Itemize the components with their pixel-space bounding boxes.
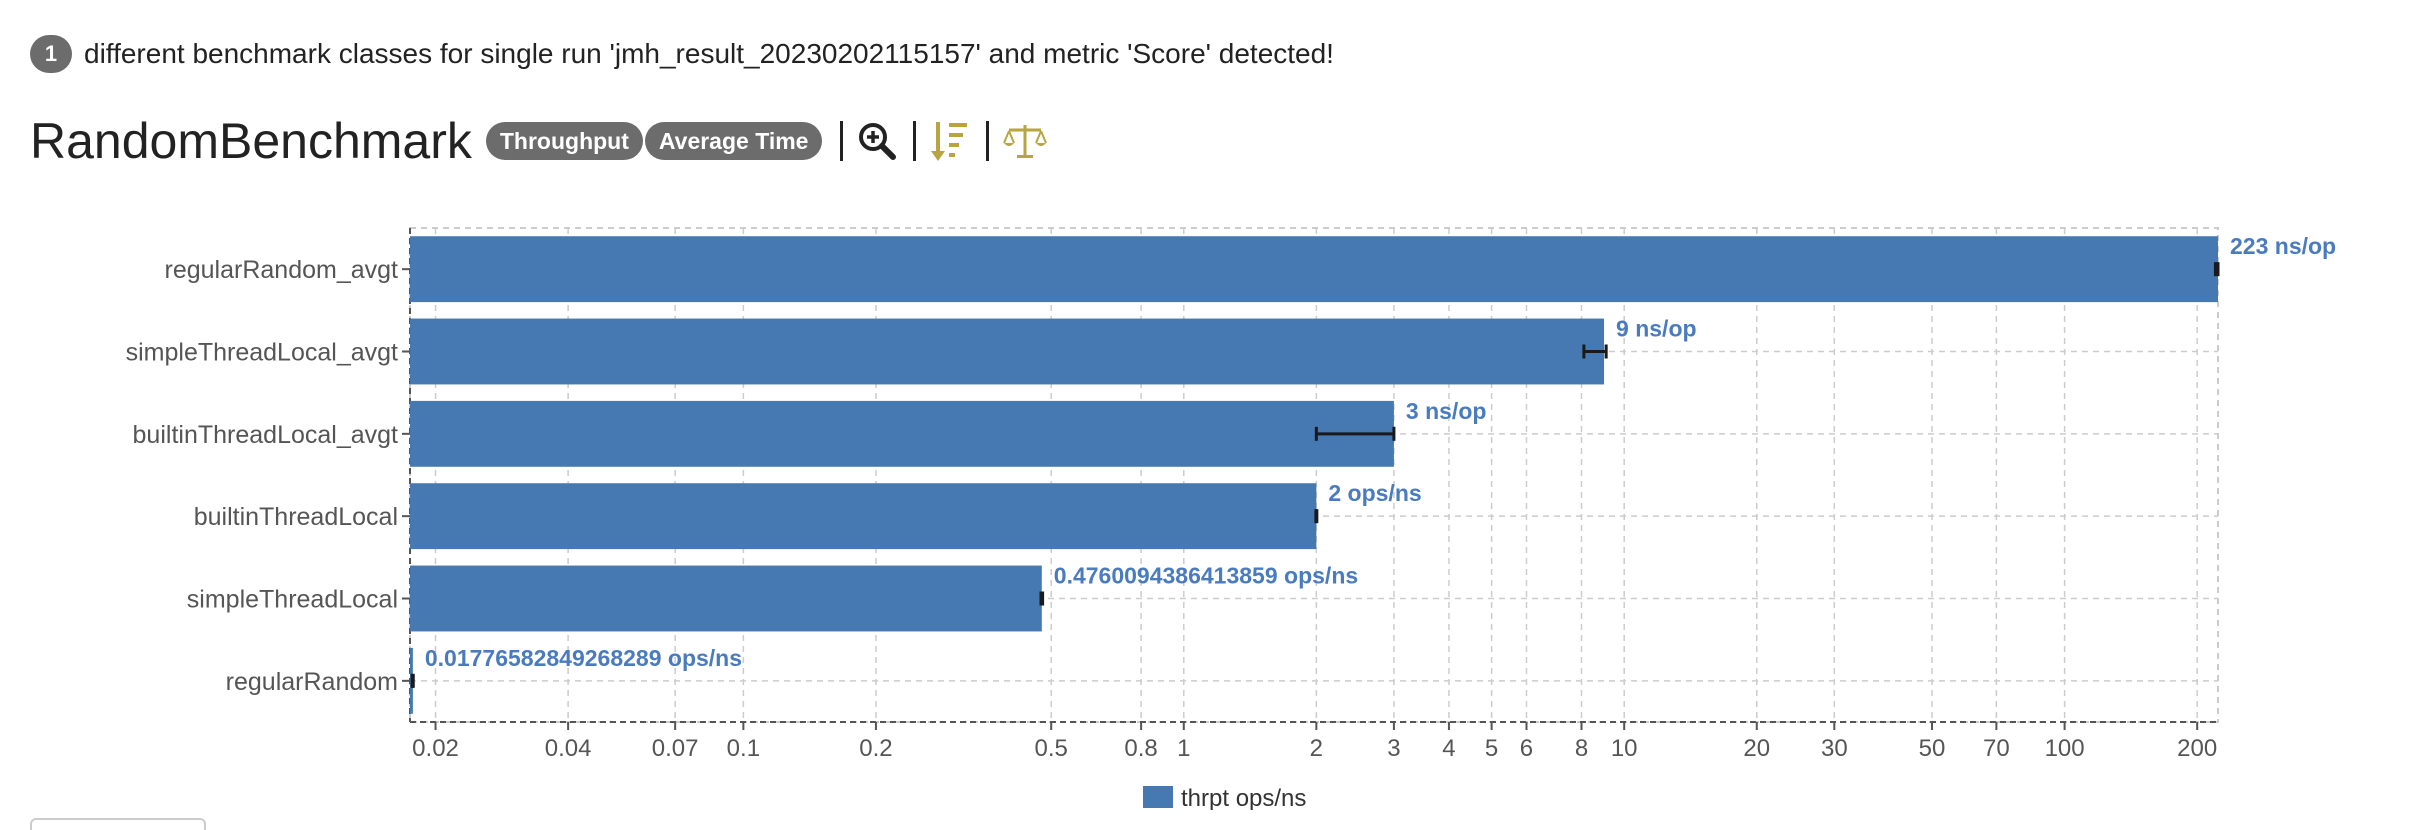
x-tick-label: 100 (2045, 735, 2085, 762)
zoom-in-icon[interactable] (857, 121, 897, 161)
x-tick-label: 4 (1442, 735, 1455, 762)
x-tick-label: 8 (1575, 735, 1588, 762)
x-tick-label: 5 (1485, 735, 1498, 762)
category-label: simpleThreadLocal_avgt (126, 339, 398, 367)
x-tick-label: 0.5 (1035, 735, 1068, 762)
bar (410, 565, 1042, 632)
notice-text: different benchmark classes for single r… (84, 38, 1334, 69)
toolbar-divider (913, 121, 917, 161)
value-label: 0.4760094386413859 ops/ns (1054, 563, 1358, 589)
value-label: 2 ops/ns (1328, 480, 1421, 506)
value-label: 9 ns/op (1616, 316, 1697, 342)
x-tick-label: 0.07 (652, 735, 699, 762)
legend-swatch (1143, 786, 1173, 808)
sort-descending-icon[interactable] (930, 119, 970, 163)
benchmark-header: RandomBenchmark Throughput Average Time (30, 106, 1048, 176)
x-tick-label: 10 (1611, 735, 1638, 762)
page-title: RandomBenchmark (30, 113, 472, 169)
category-label: builtinThreadLocal_avgt (133, 421, 399, 449)
x-tick-label: 0.8 (1124, 735, 1157, 762)
x-tick-label: 2 (1310, 735, 1323, 762)
bar (410, 236, 2218, 303)
x-tick-label: 3 (1387, 735, 1400, 762)
toolbar-divider (986, 121, 990, 161)
x-tick-label: 0.04 (545, 735, 592, 762)
toolbar-divider (840, 121, 844, 161)
value-label: 3 ns/op (1406, 398, 1487, 424)
average-time-badge[interactable]: Average Time (644, 122, 823, 160)
x-tick-label: 6 (1520, 735, 1533, 762)
bar (410, 318, 1605, 385)
x-tick-label: 0.02 (412, 735, 459, 762)
value-label: 0.01776582849268289 ops/ns (425, 645, 742, 671)
x-tick-label: 0.2 (859, 735, 892, 762)
legend[interactable]: thrpt ops/ns (1143, 785, 1306, 810)
value-label: 223 ns/op (2230, 233, 2336, 259)
category-labels: regularRandom_avgt simpleThreadLocal_avgt… (126, 256, 410, 696)
bar (410, 483, 1317, 550)
category-label: simpleThreadLocal (187, 586, 398, 614)
x-tick-label: 1 (1177, 735, 1190, 762)
balance-scale-icon[interactable] (1003, 121, 1048, 161)
bars: 223 ns/op 9 ns/op 3 ns/op 2 ops/ns 0.4760094… (410, 233, 2336, 714)
x-tick-label: 200 (2177, 735, 2217, 762)
class-count-badge: 1 (30, 35, 72, 73)
x-axis-ticks: 0.02 0.04 0.07 0.1 0.2 0.5 0.8 1 2 3 4 5 6 8 10 20 30 50 7… (412, 722, 2217, 762)
x-tick-label: 50 (1919, 735, 1946, 762)
x-tick-label: 0.1 (727, 735, 760, 762)
throughput-badge[interactable]: Throughput (485, 122, 643, 160)
x-tick-label: 30 (1821, 735, 1848, 762)
category-label: regularRandom (226, 668, 398, 696)
legend-label: thrpt ops/ns (1181, 785, 1306, 810)
benchmark-bar-chart: 223 ns/op 9 ns/op 3 ns/op 2 ops/ns 0.4760094… (126, 227, 2336, 810)
benchmark-classes-notice: 1 different benchmark classes for single… (30, 34, 1334, 74)
x-tick-label: 20 (1743, 735, 1770, 762)
x-tick-label: 70 (1983, 735, 2010, 762)
category-label: regularRandom_avgt (165, 256, 399, 284)
run-selector[interactable] (30, 818, 206, 830)
category-label: builtinThreadLocal (194, 503, 398, 531)
bar (410, 400, 1394, 467)
